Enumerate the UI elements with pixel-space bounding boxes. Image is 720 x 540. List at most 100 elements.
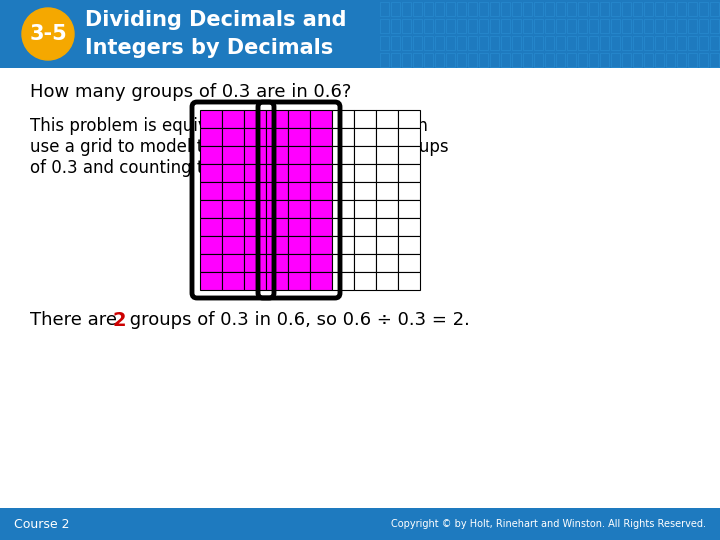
Bar — [332, 218, 354, 236]
Bar — [523, 19, 532, 33]
Bar — [611, 53, 620, 67]
Bar — [376, 218, 398, 236]
Bar — [380, 19, 389, 33]
Bar — [376, 182, 398, 200]
Bar — [413, 36, 422, 50]
Bar — [200, 254, 222, 272]
Bar — [310, 110, 332, 128]
Bar — [655, 53, 664, 67]
Bar — [446, 19, 455, 33]
Bar — [200, 110, 222, 128]
Bar — [244, 128, 266, 146]
Bar — [222, 128, 244, 146]
Bar — [200, 182, 222, 200]
Circle shape — [22, 8, 74, 60]
Bar — [644, 19, 653, 33]
Bar — [266, 254, 288, 272]
Bar — [424, 53, 433, 67]
Bar — [244, 110, 266, 128]
Bar — [622, 53, 631, 67]
Bar — [567, 53, 576, 67]
Bar — [332, 272, 354, 290]
Bar — [288, 272, 310, 290]
Bar — [244, 164, 266, 182]
Bar — [677, 53, 686, 67]
Bar — [332, 128, 354, 146]
Bar — [644, 53, 653, 67]
Bar — [611, 19, 620, 33]
Bar — [391, 36, 400, 50]
Bar — [266, 110, 288, 128]
Bar — [332, 182, 354, 200]
Bar — [468, 19, 477, 33]
Bar — [512, 36, 521, 50]
Bar — [376, 128, 398, 146]
Bar — [244, 218, 266, 236]
Bar — [534, 19, 543, 33]
Bar — [589, 36, 598, 50]
Bar — [600, 19, 609, 33]
Bar — [200, 146, 222, 164]
Bar — [376, 146, 398, 164]
Bar — [600, 36, 609, 50]
Bar — [376, 110, 398, 128]
Bar — [479, 53, 488, 67]
Bar — [398, 254, 420, 272]
Bar — [0, 0, 720, 68]
Bar — [688, 36, 697, 50]
Bar — [222, 236, 244, 254]
Bar — [600, 53, 609, 67]
Bar — [354, 128, 376, 146]
Bar — [402, 19, 411, 33]
Bar — [310, 272, 332, 290]
Bar — [266, 164, 288, 182]
Text: 3-5: 3-5 — [29, 24, 67, 44]
Bar — [354, 110, 376, 128]
Bar — [644, 36, 653, 50]
Bar — [435, 53, 444, 67]
Bar — [633, 53, 642, 67]
Bar — [380, 53, 389, 67]
Bar — [501, 53, 510, 67]
Bar — [699, 36, 708, 50]
Bar — [266, 272, 288, 290]
Bar — [644, 2, 653, 16]
Bar — [413, 2, 422, 16]
Bar — [200, 128, 222, 146]
Bar — [490, 19, 499, 33]
Bar — [332, 254, 354, 272]
Text: 2: 2 — [112, 310, 125, 329]
Bar — [578, 53, 587, 67]
Bar — [633, 19, 642, 33]
Bar — [288, 182, 310, 200]
Bar — [376, 236, 398, 254]
Bar — [244, 254, 266, 272]
Bar — [578, 2, 587, 16]
Bar — [354, 182, 376, 200]
Bar — [354, 236, 376, 254]
Bar — [435, 2, 444, 16]
Bar — [332, 146, 354, 164]
Bar — [589, 2, 598, 16]
Bar — [567, 2, 576, 16]
Bar — [266, 146, 288, 164]
Bar — [677, 19, 686, 33]
Bar — [200, 218, 222, 236]
Bar — [655, 19, 664, 33]
Bar — [611, 36, 620, 50]
Bar — [490, 36, 499, 50]
Bar — [332, 110, 354, 128]
Bar — [310, 218, 332, 236]
Bar — [222, 182, 244, 200]
Bar — [398, 128, 420, 146]
Bar — [600, 2, 609, 16]
Bar — [398, 164, 420, 182]
Bar — [200, 200, 222, 218]
Bar — [354, 272, 376, 290]
Text: groups of 0.3 in 0.6, so 0.6 ÷ 0.3 = 2.: groups of 0.3 in 0.6, so 0.6 ÷ 0.3 = 2. — [124, 311, 470, 329]
Bar — [398, 110, 420, 128]
Bar — [222, 254, 244, 272]
Bar — [490, 53, 499, 67]
Bar — [380, 36, 389, 50]
Bar — [545, 19, 554, 33]
